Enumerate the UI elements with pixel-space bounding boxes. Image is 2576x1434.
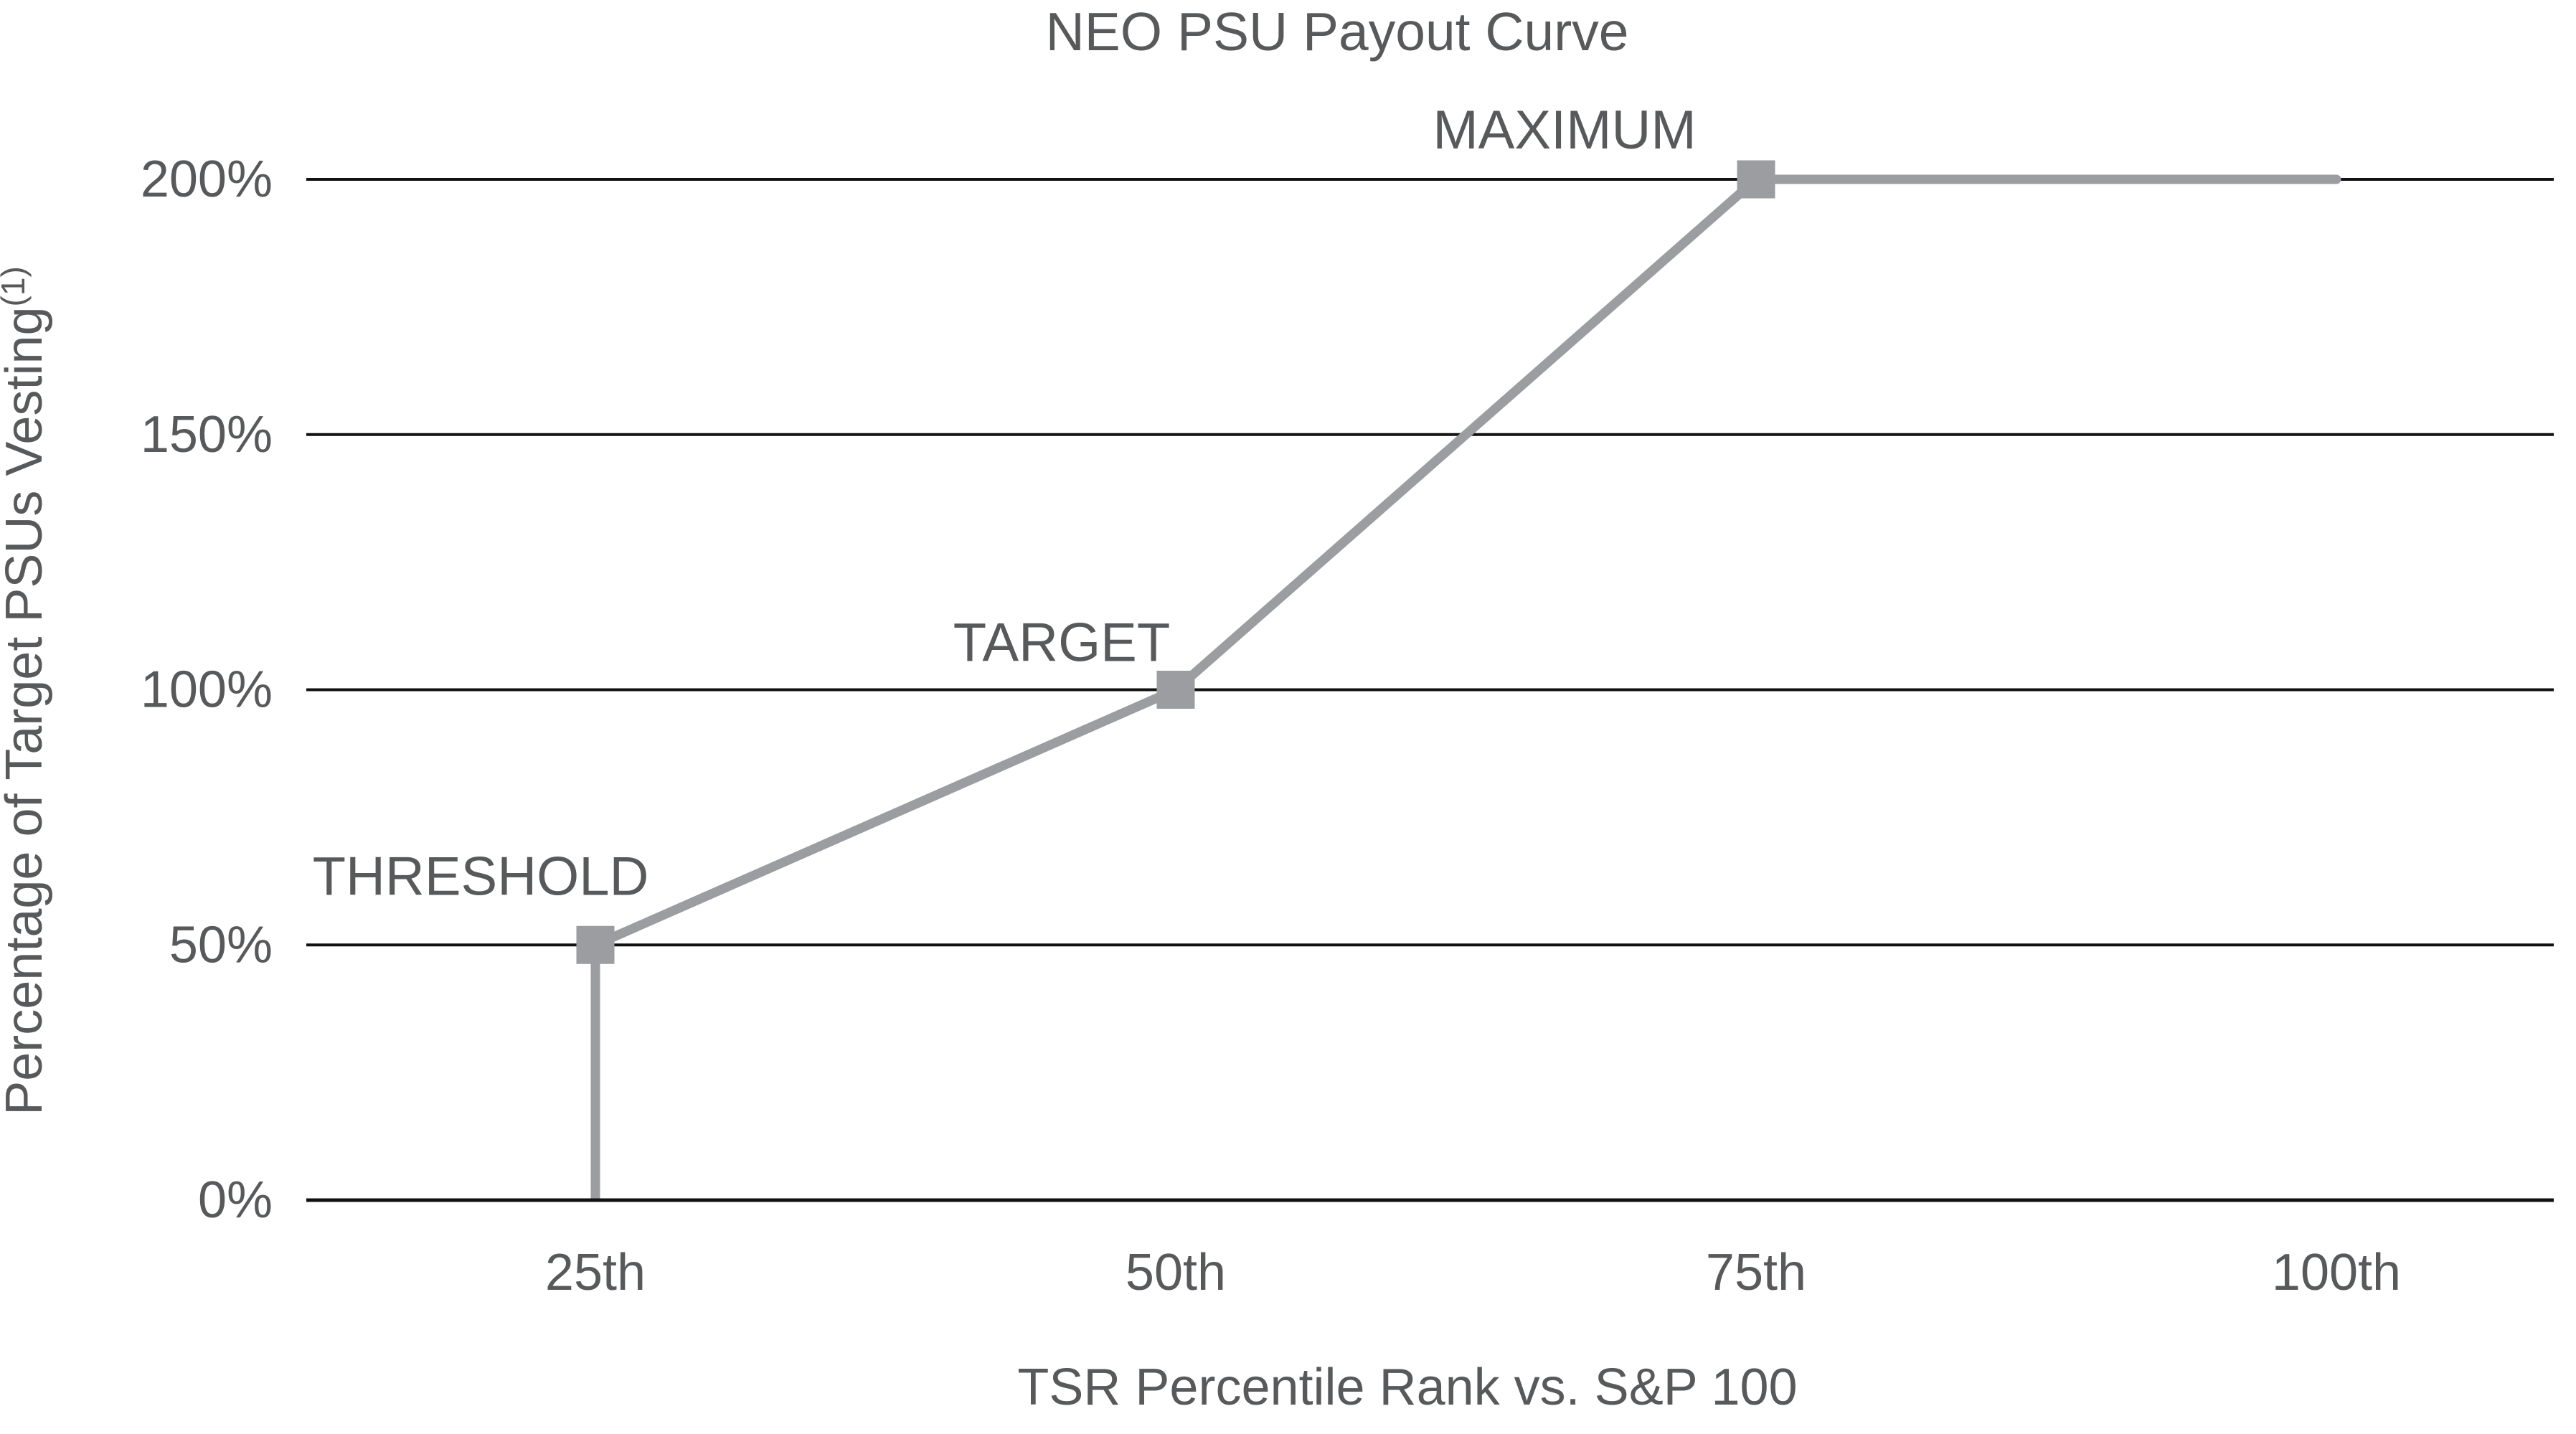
y-tick-label-100%: 100%	[141, 661, 273, 719]
y-tick-label-50%: 50%	[169, 916, 273, 973]
annotation-maximum: MAXIMUM	[1433, 100, 1696, 161]
payout-curve-line	[590, 174, 2341, 950]
x-tick-label-100th: 100th	[2272, 1244, 2401, 1301]
annotation-layer: THRESHOLD TARGET MAXIMUM	[313, 100, 1697, 907]
annotation-target: TARGET	[953, 613, 1171, 674]
chart-title: NEO PSU Payout Curve	[1046, 1, 1629, 62]
y-tick-label-150%: 150%	[141, 406, 273, 463]
series-layer	[590, 174, 2341, 950]
annotation-threshold: THRESHOLD	[313, 846, 649, 907]
x-axis-title: TSR Percentile Rank vs. S&P 100	[1017, 1359, 1797, 1416]
y-tick-label-200%: 200%	[141, 151, 273, 208]
x-tick-label-50th: 50th	[1126, 1244, 1226, 1301]
gridline-layer	[306, 178, 2554, 1202]
x-tick-label-75th: 75th	[1706, 1244, 1806, 1301]
marker-target	[1156, 671, 1195, 709]
y-axis-title-superscript: (1)	[0, 266, 32, 306]
tick-label-layer: 0% 50% 100% 150% 200% 25th 50th 75th 100th	[141, 151, 2401, 1301]
marker-maximum	[1737, 160, 1775, 199]
y-axis-title: Percentage of Target PSUs Vesting(1)	[0, 266, 53, 1115]
y-axis-title-text: Percentage of Target PSUs Vesting	[0, 306, 53, 1115]
y-tick-label-0%: 0%	[198, 1171, 273, 1229]
marker-threshold	[576, 925, 615, 964]
x-tick-label-25th: 25th	[545, 1244, 646, 1301]
marker-layer	[576, 160, 1775, 964]
